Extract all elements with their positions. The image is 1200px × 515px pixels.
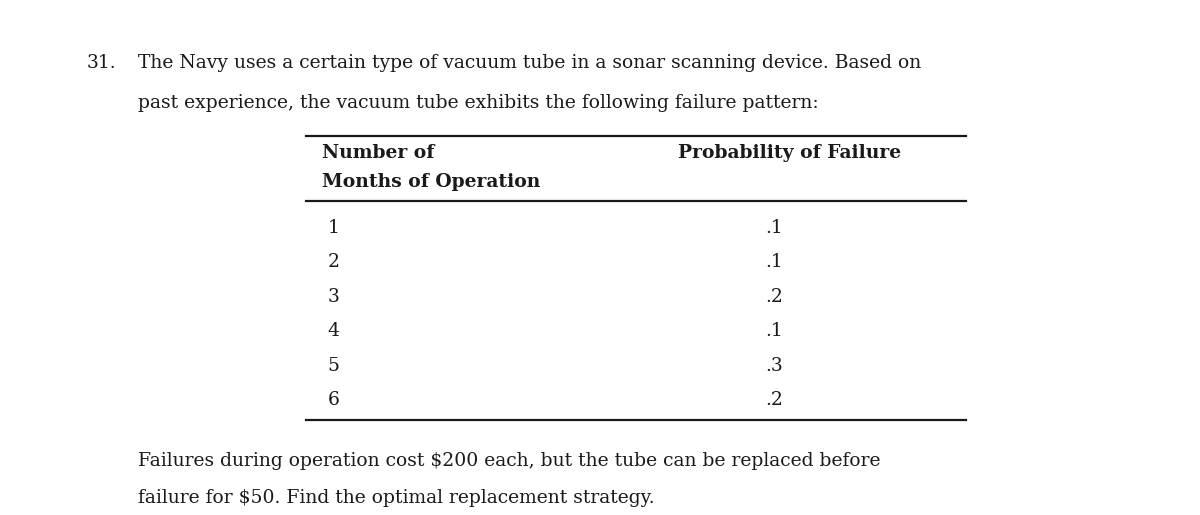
Text: .1: .1 [766,322,784,340]
Text: Failures during operation cost $200 each, but the tube can be replaced before: Failures during operation cost $200 each… [138,452,881,470]
Text: past experience, the vacuum tube exhibits the following failure pattern:: past experience, the vacuum tube exhibit… [138,94,818,112]
Text: Probability of Failure: Probability of Failure [678,144,901,162]
Text: Number of: Number of [322,144,434,162]
Text: 3: 3 [328,288,340,306]
Text: 4: 4 [328,322,340,340]
Text: .3: .3 [766,357,784,375]
Text: 5: 5 [328,357,340,375]
Text: .2: .2 [766,391,784,409]
Text: failure for $50. Find the optimal replacement strategy.: failure for $50. Find the optimal replac… [138,489,655,507]
Text: 6: 6 [328,391,340,409]
Text: .2: .2 [766,288,784,306]
Text: Months of Operation: Months of Operation [322,173,540,191]
Text: 1: 1 [328,219,340,237]
Text: The Navy uses a certain type of vacuum tube in a sonar scanning device. Based on: The Navy uses a certain type of vacuum t… [138,54,922,72]
Text: 31.: 31. [86,54,116,72]
Text: 2: 2 [328,253,340,271]
Text: .1: .1 [766,253,784,271]
Text: .1: .1 [766,219,784,237]
